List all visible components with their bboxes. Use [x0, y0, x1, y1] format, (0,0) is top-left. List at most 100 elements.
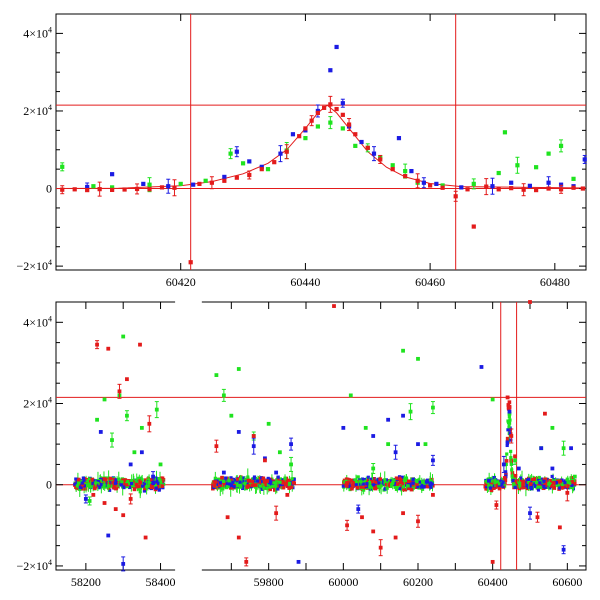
data-point	[394, 487, 399, 491]
data-point	[489, 479, 493, 483]
data-point	[558, 182, 564, 187]
data-point	[225, 515, 230, 520]
data-point	[393, 485, 397, 489]
data-point	[125, 377, 129, 382]
data-point	[263, 456, 267, 461]
data-point	[252, 476, 256, 481]
data-point	[256, 479, 260, 483]
data-point	[112, 486, 117, 490]
data-point	[489, 488, 494, 493]
data-point	[226, 481, 230, 485]
data-point	[132, 487, 137, 492]
data-point	[146, 484, 150, 488]
data-point	[236, 477, 240, 482]
data-point	[545, 477, 549, 482]
y-tick-label: 4×104	[23, 25, 52, 40]
data-point	[141, 181, 146, 186]
data-point	[401, 348, 405, 353]
data-point	[134, 482, 139, 487]
data-point	[102, 483, 106, 487]
data-point	[157, 484, 162, 488]
data-point	[224, 476, 228, 480]
data-point	[549, 484, 554, 488]
model-curve	[55, 104, 587, 189]
data-point	[373, 485, 377, 489]
y-tick-label: 2×104	[23, 103, 52, 118]
data-point	[262, 480, 267, 484]
data-point	[100, 482, 104, 487]
data-point	[415, 482, 419, 486]
data-point	[532, 477, 537, 481]
data-point	[110, 187, 115, 193]
y-tick-exponent: 4	[48, 103, 52, 112]
data-point	[87, 480, 91, 485]
data-point	[484, 482, 489, 487]
data-point	[221, 470, 226, 475]
data-point	[232, 485, 236, 489]
data-point	[510, 468, 514, 472]
data-point	[263, 482, 267, 486]
data-point	[503, 478, 508, 483]
data-point	[228, 482, 232, 486]
data-point	[556, 483, 560, 488]
data-point	[403, 174, 408, 179]
data-point	[527, 183, 532, 188]
data-point	[407, 479, 411, 484]
data-point	[334, 44, 339, 50]
data-point	[501, 480, 505, 484]
data-point	[507, 425, 511, 429]
data-point	[401, 485, 405, 489]
data-point	[233, 481, 237, 485]
y-tick-label: 0	[46, 478, 52, 492]
data-point	[122, 485, 126, 490]
data-point	[377, 481, 381, 485]
data-point	[550, 466, 555, 471]
data-point	[505, 452, 509, 456]
data-point	[390, 163, 395, 168]
data-point	[359, 139, 364, 145]
data-point	[124, 482, 129, 487]
data-point	[315, 110, 320, 116]
data-point	[507, 415, 511, 419]
data-point	[291, 481, 296, 485]
data-point	[505, 443, 509, 448]
data-point	[257, 480, 262, 484]
data-point	[393, 481, 397, 486]
data-point	[394, 476, 399, 481]
data-point	[514, 480, 519, 485]
series-2	[60, 116, 576, 193]
data-point	[505, 395, 510, 400]
data-point	[123, 480, 128, 485]
data-point	[137, 476, 141, 481]
y-tick-label: 0	[46, 182, 52, 196]
data-point	[246, 478, 251, 483]
y-tick-mantissa: 4	[23, 315, 29, 329]
data-point	[353, 143, 358, 148]
data-point	[488, 486, 492, 490]
y-tick-mantissa: 2	[23, 104, 29, 118]
data-point	[508, 431, 512, 435]
data-point	[550, 474, 554, 479]
data-point	[272, 160, 277, 165]
data-point	[530, 478, 535, 482]
data-point	[521, 479, 526, 484]
data-point	[571, 185, 576, 190]
data-point	[533, 484, 538, 488]
data-point	[383, 481, 387, 485]
y-tick-times: ×10	[29, 397, 48, 411]
data-point	[96, 479, 100, 484]
data-point	[225, 485, 230, 489]
data-point	[363, 481, 367, 485]
data-point	[197, 181, 202, 186]
data-point	[423, 481, 427, 485]
data-point	[271, 484, 275, 488]
data-point	[505, 441, 510, 446]
data-point	[158, 462, 163, 467]
data-point	[525, 483, 529, 487]
data-point	[222, 178, 227, 183]
data-point	[572, 474, 577, 479]
data-point	[401, 511, 405, 516]
data-point	[353, 132, 358, 137]
data-point	[98, 430, 103, 434]
y-tick-mantissa: −2	[16, 259, 29, 273]
